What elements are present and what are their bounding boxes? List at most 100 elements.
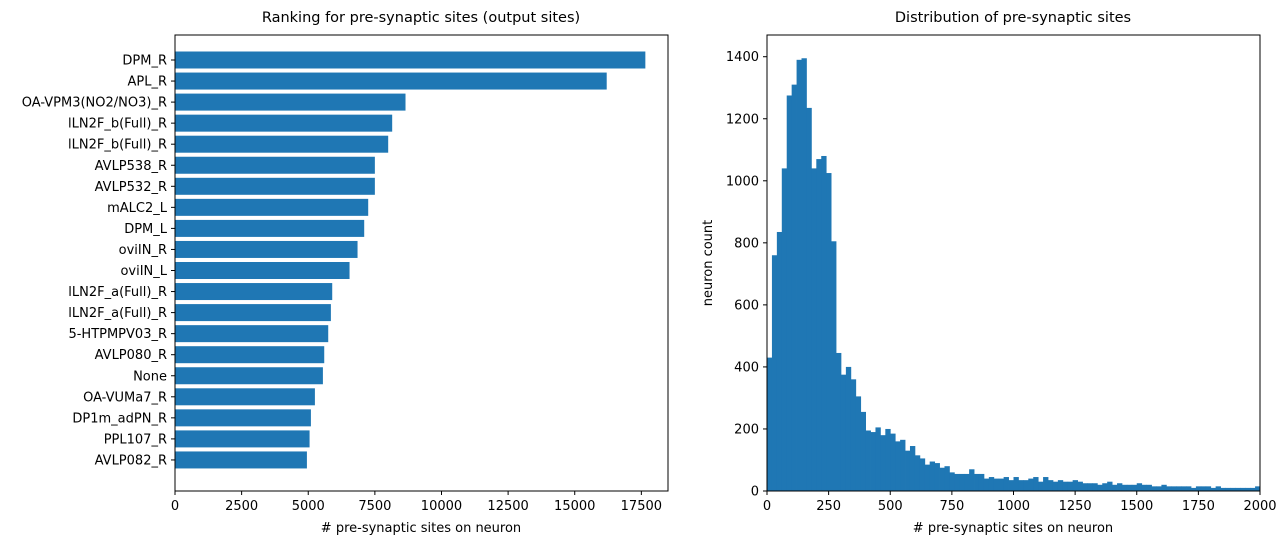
histogram-bar xyxy=(1102,483,1108,491)
histogram-bar xyxy=(840,374,847,491)
histogram-bar xyxy=(1107,481,1113,491)
distribution-y-axis-label: neuron count xyxy=(701,220,716,307)
histogram-bar xyxy=(875,427,881,491)
histogram-bar xyxy=(1067,481,1074,491)
ranking-x-tick-label: 2500 xyxy=(225,499,258,514)
histogram-bar xyxy=(890,433,896,491)
histogram-x-tick-label: 0 xyxy=(763,499,771,514)
ranking-category-label: DPM_R xyxy=(122,54,167,69)
ranking-bar xyxy=(175,346,325,364)
distribution-chart-title: Distribution of pre-synaptic sites xyxy=(895,10,1131,26)
histogram-bar xyxy=(845,366,852,491)
histogram-x-tick-label: 1000 xyxy=(997,499,1030,514)
histogram-bar xyxy=(1117,483,1123,491)
ranking-bar xyxy=(175,325,329,343)
histogram-bar xyxy=(776,231,783,491)
histogram-bar xyxy=(959,473,965,491)
ranking-bar xyxy=(175,135,389,153)
ranking-category-label: mALC2_L xyxy=(107,201,168,216)
ranking-chart: Ranking for pre-synaptic sites (output s… xyxy=(22,10,669,536)
ranking-x-tick-label: 7500 xyxy=(358,499,391,514)
histogram-bar xyxy=(905,450,911,491)
ranking-bar xyxy=(175,240,358,258)
histogram-bar xyxy=(914,455,921,491)
histogram-bar xyxy=(1205,486,1212,491)
histogram-bar xyxy=(964,473,970,491)
ranking-bars xyxy=(175,51,646,469)
ranking-category-label: lLN2F_a(Full)_R xyxy=(68,285,167,300)
histogram-bar xyxy=(1097,484,1103,491)
histogram-bar xyxy=(1235,487,1241,491)
ranking-bar xyxy=(175,409,311,427)
histogram-bar xyxy=(855,396,862,491)
ranking-bar xyxy=(175,367,323,385)
histogram-bar xyxy=(909,446,916,491)
histogram-bar xyxy=(831,241,837,491)
histogram-bar xyxy=(771,255,778,491)
ranking-category-label: DP1m_adPN_R xyxy=(72,411,167,426)
histogram-bar xyxy=(900,439,906,491)
ranking-x-tick-label: 10000 xyxy=(421,499,462,514)
ranking-bar xyxy=(175,219,365,237)
ranking-bar xyxy=(175,114,393,132)
histogram-y-tick-label: 1000 xyxy=(726,174,759,189)
histogram-bar xyxy=(1023,480,1029,491)
histogram-bar xyxy=(1121,484,1128,491)
histogram-bar xyxy=(969,469,975,491)
histogram-bar xyxy=(1087,483,1093,491)
histogram-bar xyxy=(1220,487,1226,491)
ranking-category-label: DPM_L xyxy=(124,222,168,237)
ranking-category-label: OA-VUMa7_R xyxy=(83,390,167,405)
ranking-category-label: 5-HTPMPV03_R xyxy=(68,327,167,342)
histogram-bar xyxy=(993,478,1000,491)
ranking-bar xyxy=(175,72,607,90)
histogram-bar xyxy=(1230,487,1236,491)
histogram-bar xyxy=(885,428,891,491)
ranking-chart-title: Ranking for pre-synaptic sites (output s… xyxy=(262,10,580,26)
histogram-bar xyxy=(1171,486,1177,491)
ranking-plot-frame xyxy=(174,34,669,492)
histogram-bar xyxy=(1072,480,1078,491)
histogram-x-tick-label: 250 xyxy=(816,499,841,514)
histogram-bar xyxy=(1057,480,1064,491)
histogram-bar xyxy=(919,458,926,491)
ranking-x-tick-label: 15000 xyxy=(554,499,595,514)
histogram-y-tick-label: 600 xyxy=(734,298,759,313)
ranking-category-label: lLN2F_a(Full)_R xyxy=(68,306,167,321)
ranking-category-label: AVLP532_R xyxy=(95,180,167,195)
histogram-y-tick-label: 1200 xyxy=(726,112,759,127)
histogram-bar xyxy=(880,435,886,491)
histogram-bar xyxy=(786,95,793,491)
histogram-bar xyxy=(1028,478,1034,491)
histogram-bar xyxy=(978,473,985,491)
histogram-bar xyxy=(1018,480,1024,491)
ranking-x-tick-label: 17500 xyxy=(621,499,662,514)
ranking-bar xyxy=(175,177,375,195)
histogram-bar xyxy=(1136,483,1143,491)
histogram-bar xyxy=(1186,486,1192,491)
histogram-bar xyxy=(1190,487,1197,491)
histogram-bars xyxy=(767,58,1261,492)
histogram-bar xyxy=(1062,481,1069,491)
ranking-category-label: AVLP080_R xyxy=(95,348,167,363)
histogram-bar xyxy=(1077,481,1083,491)
histogram-bar xyxy=(1245,487,1251,491)
histogram-bar xyxy=(998,478,1005,491)
histogram-bar xyxy=(1033,477,1039,491)
histogram-x-tick-label: 750 xyxy=(939,499,964,514)
histogram-bar xyxy=(1126,484,1133,491)
histogram-bar xyxy=(1181,486,1187,491)
histogram-bar xyxy=(1161,484,1167,491)
histogram-bar xyxy=(811,168,817,491)
ranking-bar xyxy=(175,304,331,322)
histogram-bar xyxy=(1225,487,1231,491)
histogram-bar xyxy=(1043,477,1049,491)
histogram-bar xyxy=(1013,477,1019,491)
histogram-bar xyxy=(954,473,960,491)
histogram-bar xyxy=(821,155,827,491)
ranking-bar xyxy=(175,451,307,469)
histogram-bar xyxy=(1195,486,1202,491)
histogram-bar xyxy=(1003,477,1009,491)
histogram-bar xyxy=(806,107,812,492)
ranking-category-label: AVLP082_R xyxy=(95,453,167,468)
